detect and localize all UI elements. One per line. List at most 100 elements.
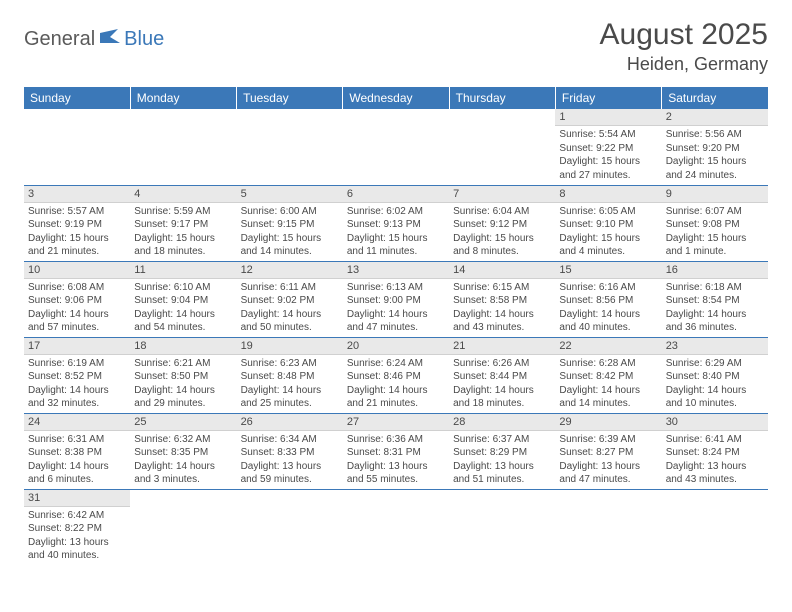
calendar-day-cell: 20Sunrise: 6:24 AMSunset: 8:46 PMDayligh… <box>343 337 449 413</box>
daylight-line-2: and 21 minutes. <box>347 397 445 411</box>
daylight-line-1: Daylight: 14 hours <box>453 384 551 398</box>
sunset-line: Sunset: 8:35 PM <box>134 446 232 460</box>
daylight-line-2: and 18 minutes. <box>134 245 232 259</box>
day-number: 10 <box>24 262 130 279</box>
day-details: Sunrise: 6:04 AMSunset: 9:12 PMDaylight:… <box>449 203 555 261</box>
daylight-line-1: Daylight: 14 hours <box>28 384 126 398</box>
daylight-line-2: and 36 minutes. <box>666 321 764 335</box>
calendar-day-cell: 22Sunrise: 6:28 AMSunset: 8:42 PMDayligh… <box>555 337 661 413</box>
sunrise-line: Sunrise: 6:10 AM <box>134 281 232 295</box>
sunrise-line: Sunrise: 6:08 AM <box>28 281 126 295</box>
day-number: 19 <box>237 338 343 355</box>
calendar-empty-cell <box>237 109 343 185</box>
sunset-line: Sunset: 8:56 PM <box>559 294 657 308</box>
logo-text-general: General <box>24 28 95 51</box>
day-details: Sunrise: 6:11 AMSunset: 9:02 PMDaylight:… <box>237 279 343 337</box>
sunset-line: Sunset: 9:06 PM <box>28 294 126 308</box>
calendar-day-cell: 18Sunrise: 6:21 AMSunset: 8:50 PMDayligh… <box>130 337 236 413</box>
sunset-line: Sunset: 9:10 PM <box>559 218 657 232</box>
sunrise-line: Sunrise: 6:04 AM <box>453 205 551 219</box>
sunrise-line: Sunrise: 6:31 AM <box>28 433 126 447</box>
calendar-empty-cell <box>130 489 236 565</box>
daylight-line-2: and 43 minutes. <box>666 473 764 487</box>
sunset-line: Sunset: 9:17 PM <box>134 218 232 232</box>
day-number: 15 <box>555 262 661 279</box>
sunset-line: Sunset: 8:22 PM <box>28 522 126 536</box>
sunset-line: Sunset: 8:58 PM <box>453 294 551 308</box>
calendar-week-row: 10Sunrise: 6:08 AMSunset: 9:06 PMDayligh… <box>24 261 768 337</box>
daylight-line-2: and 8 minutes. <box>453 245 551 259</box>
daylight-line-1: Daylight: 13 hours <box>559 460 657 474</box>
sunrise-line: Sunrise: 6:41 AM <box>666 433 764 447</box>
daylight-line-2: and 27 minutes. <box>559 169 657 183</box>
day-details: Sunrise: 5:57 AMSunset: 9:19 PMDaylight:… <box>24 203 130 261</box>
sunrise-line: Sunrise: 6:23 AM <box>241 357 339 371</box>
day-number: 29 <box>555 414 661 431</box>
sunrise-line: Sunrise: 5:56 AM <box>666 128 764 142</box>
calendar-day-cell: 27Sunrise: 6:36 AMSunset: 8:31 PMDayligh… <box>343 413 449 489</box>
calendar-week-row: 3Sunrise: 5:57 AMSunset: 9:19 PMDaylight… <box>24 185 768 261</box>
sunset-line: Sunset: 8:38 PM <box>28 446 126 460</box>
daylight-line-2: and 47 minutes. <box>559 473 657 487</box>
daylight-line-1: Daylight: 14 hours <box>559 384 657 398</box>
sunset-line: Sunset: 9:22 PM <box>559 142 657 156</box>
calendar-day-cell: 1Sunrise: 5:54 AMSunset: 9:22 PMDaylight… <box>555 109 661 185</box>
daylight-line-1: Daylight: 14 hours <box>666 308 764 322</box>
daylight-line-1: Daylight: 14 hours <box>559 308 657 322</box>
day-number: 3 <box>24 186 130 203</box>
day-number: 6 <box>343 186 449 203</box>
day-details: Sunrise: 5:54 AMSunset: 9:22 PMDaylight:… <box>555 126 661 184</box>
sunrise-line: Sunrise: 6:39 AM <box>559 433 657 447</box>
day-details: Sunrise: 6:32 AMSunset: 8:35 PMDaylight:… <box>130 431 236 489</box>
daylight-line-1: Daylight: 14 hours <box>28 308 126 322</box>
sunset-line: Sunset: 9:20 PM <box>666 142 764 156</box>
weekday-header: Friday <box>555 87 661 109</box>
day-details: Sunrise: 6:15 AMSunset: 8:58 PMDaylight:… <box>449 279 555 337</box>
sunrise-line: Sunrise: 6:32 AM <box>134 433 232 447</box>
daylight-line-1: Daylight: 14 hours <box>134 460 232 474</box>
sunrise-line: Sunrise: 6:29 AM <box>666 357 764 371</box>
day-details: Sunrise: 6:29 AMSunset: 8:40 PMDaylight:… <box>662 355 768 413</box>
sunrise-line: Sunrise: 5:59 AM <box>134 205 232 219</box>
day-details: Sunrise: 6:05 AMSunset: 9:10 PMDaylight:… <box>555 203 661 261</box>
sunrise-line: Sunrise: 6:21 AM <box>134 357 232 371</box>
daylight-line-1: Daylight: 15 hours <box>666 232 764 246</box>
daylight-line-1: Daylight: 13 hours <box>28 536 126 550</box>
daylight-line-2: and 32 minutes. <box>28 397 126 411</box>
day-number: 26 <box>237 414 343 431</box>
calendar-day-cell: 12Sunrise: 6:11 AMSunset: 9:02 PMDayligh… <box>237 261 343 337</box>
day-details: Sunrise: 6:19 AMSunset: 8:52 PMDaylight:… <box>24 355 130 413</box>
daylight-line-1: Daylight: 15 hours <box>241 232 339 246</box>
day-details: Sunrise: 6:26 AMSunset: 8:44 PMDaylight:… <box>449 355 555 413</box>
sunset-line: Sunset: 9:02 PM <box>241 294 339 308</box>
day-details: Sunrise: 6:41 AMSunset: 8:24 PMDaylight:… <box>662 431 768 489</box>
sunset-line: Sunset: 9:00 PM <box>347 294 445 308</box>
weekday-header: Sunday <box>24 87 130 109</box>
daylight-line-1: Daylight: 14 hours <box>666 384 764 398</box>
calendar-day-cell: 7Sunrise: 6:04 AMSunset: 9:12 PMDaylight… <box>449 185 555 261</box>
day-details: Sunrise: 6:13 AMSunset: 9:00 PMDaylight:… <box>343 279 449 337</box>
daylight-line-1: Daylight: 15 hours <box>347 232 445 246</box>
day-number: 4 <box>130 186 236 203</box>
calendar-day-cell: 25Sunrise: 6:32 AMSunset: 8:35 PMDayligh… <box>130 413 236 489</box>
day-details: Sunrise: 6:21 AMSunset: 8:50 PMDaylight:… <box>130 355 236 413</box>
daylight-line-1: Daylight: 13 hours <box>453 460 551 474</box>
day-number: 27 <box>343 414 449 431</box>
calendar-day-cell: 16Sunrise: 6:18 AMSunset: 8:54 PMDayligh… <box>662 261 768 337</box>
daylight-line-2: and 25 minutes. <box>241 397 339 411</box>
day-details: Sunrise: 6:28 AMSunset: 8:42 PMDaylight:… <box>555 355 661 413</box>
daylight-line-1: Daylight: 15 hours <box>28 232 126 246</box>
sunset-line: Sunset: 8:31 PM <box>347 446 445 460</box>
calendar-week-row: 24Sunrise: 6:31 AMSunset: 8:38 PMDayligh… <box>24 413 768 489</box>
sunrise-line: Sunrise: 6:28 AM <box>559 357 657 371</box>
day-details: Sunrise: 6:07 AMSunset: 9:08 PMDaylight:… <box>662 203 768 261</box>
sunset-line: Sunset: 8:50 PM <box>134 370 232 384</box>
sunrise-line: Sunrise: 6:26 AM <box>453 357 551 371</box>
day-details: Sunrise: 6:42 AMSunset: 8:22 PMDaylight:… <box>24 507 130 565</box>
daylight-line-2: and 29 minutes. <box>134 397 232 411</box>
calendar-day-cell: 21Sunrise: 6:26 AMSunset: 8:44 PMDayligh… <box>449 337 555 413</box>
logo-flag-icon <box>100 29 122 50</box>
daylight-line-2: and 57 minutes. <box>28 321 126 335</box>
sunrise-line: Sunrise: 6:37 AM <box>453 433 551 447</box>
daylight-line-1: Daylight: 13 hours <box>666 460 764 474</box>
